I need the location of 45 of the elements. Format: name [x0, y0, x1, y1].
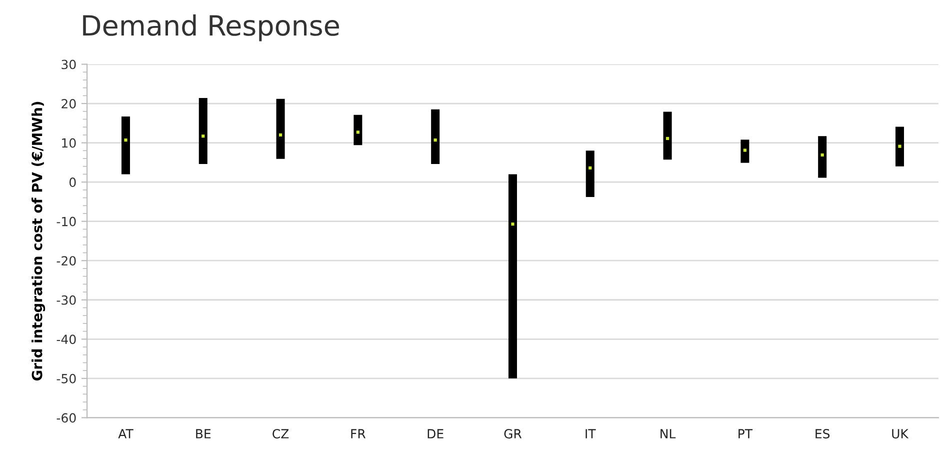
- y-tick-label: 20: [62, 99, 76, 108]
- x-tick-label: AT: [118, 429, 134, 438]
- y-tick-label: -60: [56, 413, 76, 423]
- bar: [663, 112, 672, 160]
- x-tick-label: GR: [504, 429, 522, 438]
- x-tick-label: IT: [586, 429, 596, 438]
- x-tick-label: NL: [660, 429, 676, 438]
- y-tick-label: -20: [56, 256, 76, 266]
- y-tick-label: -10: [56, 216, 76, 226]
- y-tick-label: 0: [69, 178, 76, 187]
- bar: [121, 116, 130, 174]
- bar: [740, 140, 750, 163]
- bar: [354, 114, 362, 146]
- point: [278, 133, 282, 136]
- point: [511, 222, 514, 226]
- bar: [276, 98, 285, 159]
- point: [124, 138, 128, 142]
- bar: [586, 150, 594, 197]
- point: [588, 166, 592, 170]
- x-tick-label: DE: [428, 429, 444, 438]
- y-tick-label: 10: [62, 138, 76, 148]
- y-tick-label: -40: [56, 334, 76, 344]
- x-tick-label: FR: [351, 429, 366, 438]
- bar: [508, 174, 517, 378]
- x-tick-label: PT: [738, 429, 753, 438]
- x-tick-label: ES: [816, 429, 830, 438]
- point: [898, 144, 902, 148]
- y-tick-label: -50: [56, 374, 76, 384]
- point: [666, 136, 670, 140]
- point: [743, 148, 746, 152]
- bar: [431, 109, 440, 164]
- chart-title: Demand Response: [83, 14, 339, 42]
- bar: [818, 136, 827, 178]
- bar: [895, 126, 904, 166]
- x-tick-label: UK: [892, 429, 909, 438]
- y-axis-title: Grid integration cost of PV (€/MWh): [32, 102, 46, 381]
- point: [820, 153, 824, 157]
- bar: [198, 98, 208, 164]
- y-tick-label: -30: [56, 295, 76, 305]
- y-tick-label: 30: [62, 60, 76, 70]
- x-tick-label: BE: [196, 429, 211, 438]
- point: [434, 138, 437, 142]
- point: [202, 134, 205, 138]
- x-tick-label: CZ: [272, 429, 289, 438]
- point: [356, 130, 360, 134]
